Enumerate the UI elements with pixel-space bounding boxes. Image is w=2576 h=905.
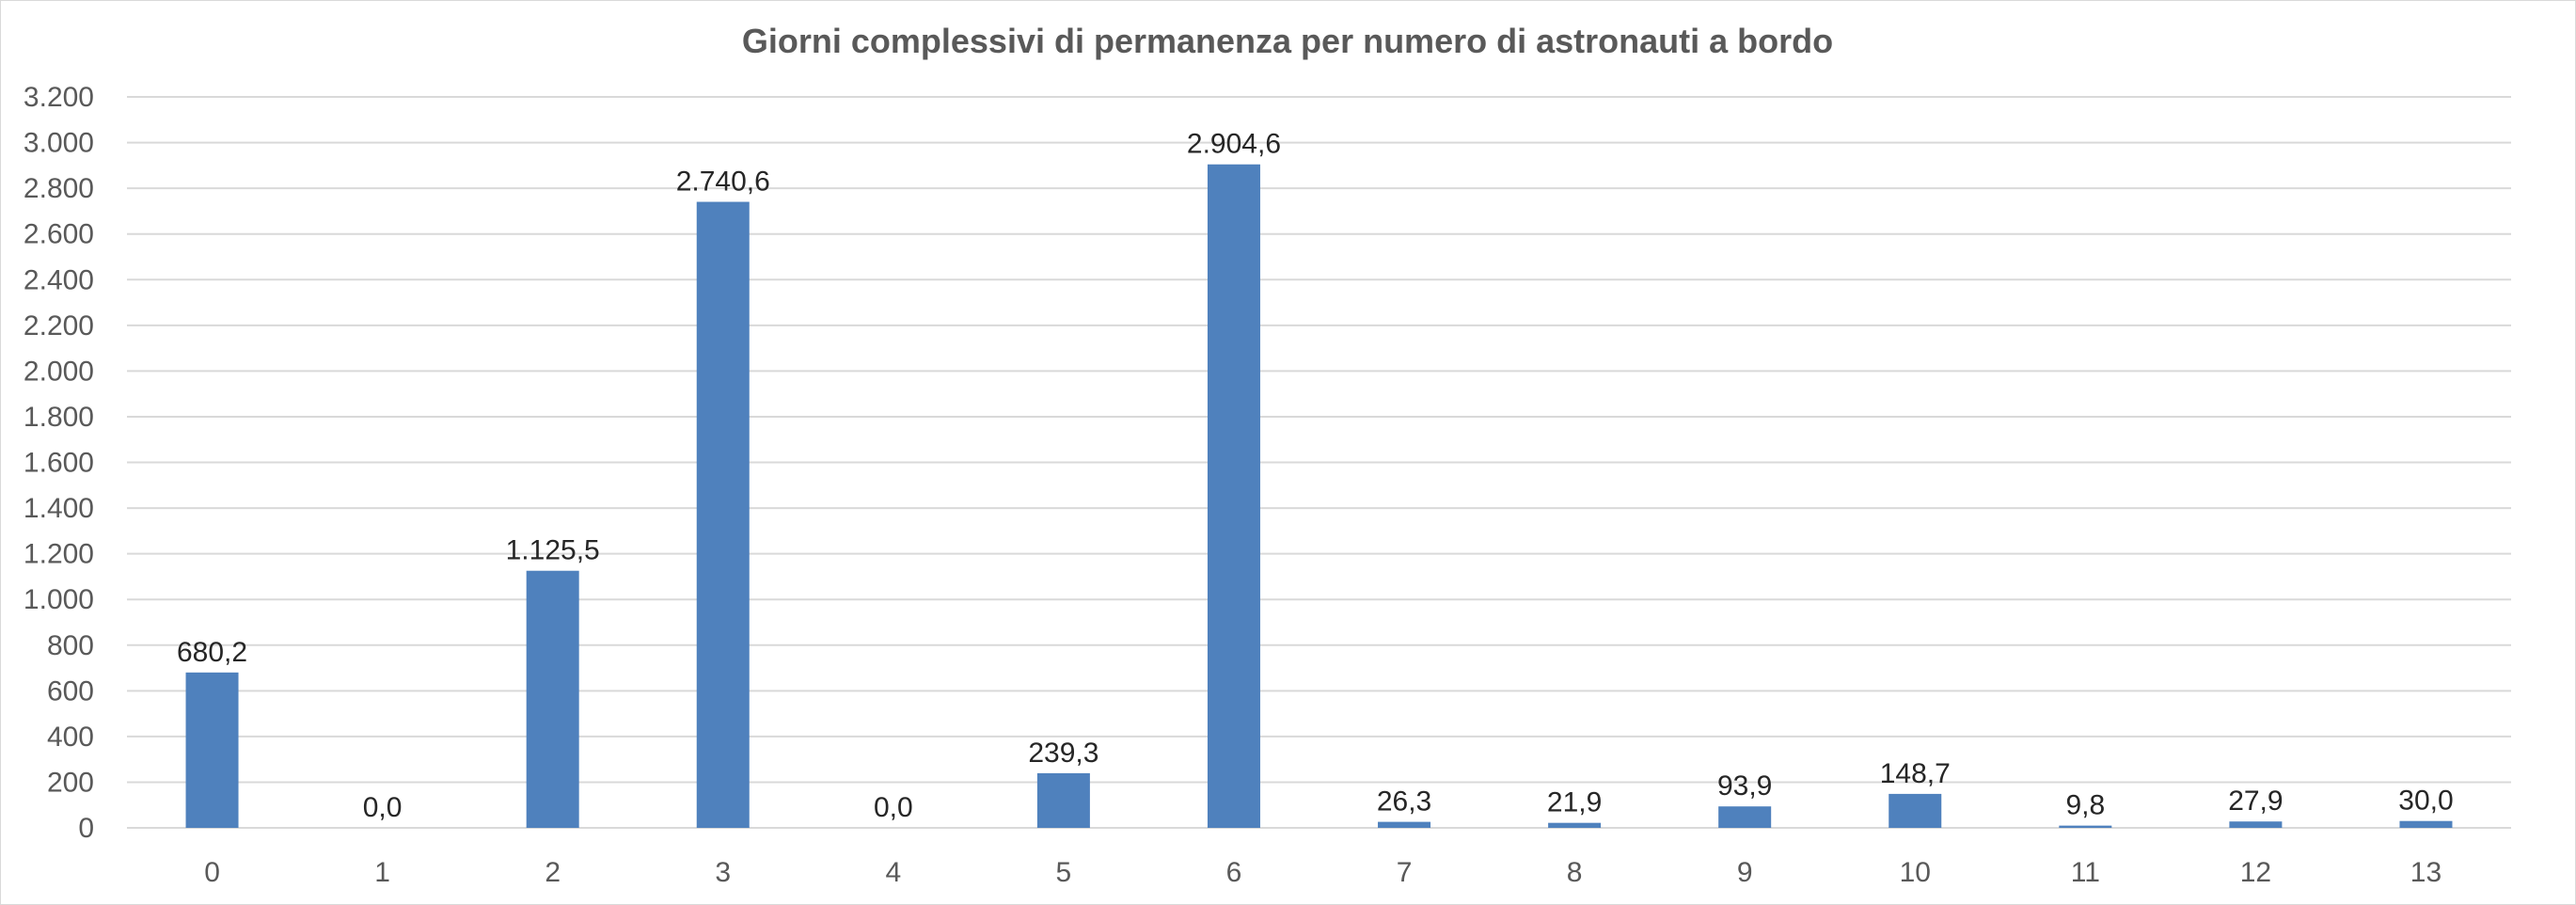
x-tick-label: 4 xyxy=(885,857,901,888)
x-tick-label: 13 xyxy=(2410,857,2442,888)
y-tick-label: 0 xyxy=(78,813,94,844)
data-label: 0,0 xyxy=(363,792,403,823)
data-label: 93,9 xyxy=(1717,770,1772,802)
y-tick-label: 2.000 xyxy=(24,356,94,387)
data-label: 30,0 xyxy=(2398,786,2453,817)
x-tick-label: 6 xyxy=(1226,857,1242,888)
y-tick-label: 1.600 xyxy=(24,448,94,479)
y-tick-label: 2.200 xyxy=(24,310,94,341)
y-tick-label: 2.800 xyxy=(24,173,94,204)
y-tick-label: 600 xyxy=(47,675,94,707)
x-tick-label: 10 xyxy=(1900,857,1931,888)
x-tick-label: 0 xyxy=(204,857,220,888)
y-tick-label: 1.400 xyxy=(24,493,94,524)
bar xyxy=(2059,825,2112,828)
x-tick-label: 9 xyxy=(1737,857,1753,888)
data-label: 27,9 xyxy=(2228,786,2283,817)
y-tick-label: 3.200 xyxy=(24,82,94,113)
bar xyxy=(1207,164,1260,828)
x-tick-label: 3 xyxy=(715,857,731,888)
gridlines xyxy=(127,96,2511,829)
x-tick-label: 11 xyxy=(2071,857,2100,888)
y-tick-label: 2.400 xyxy=(24,264,94,295)
data-labels: 680,2 0,0 1.125,5 2.740,6 0,0 239,3 2.904,6 26,… xyxy=(177,129,2454,823)
y-axis-tick-labels: 0 200 400 600 800 1.000 1.200 1.400 1.600 1.800 2.… xyxy=(24,82,94,844)
bar xyxy=(526,570,579,828)
y-tick-label: 2.600 xyxy=(24,219,94,250)
x-tick-label: 7 xyxy=(1397,857,1413,888)
bar xyxy=(1378,821,1431,828)
data-label: 26,3 xyxy=(1377,786,1431,818)
bar xyxy=(185,672,239,828)
data-label: 1.125,5 xyxy=(506,535,600,566)
y-tick-label: 800 xyxy=(47,630,94,661)
data-label: 680,2 xyxy=(177,637,247,668)
y-tick-label: 1.800 xyxy=(24,402,94,433)
data-label: 239,3 xyxy=(1028,738,1098,769)
y-tick-label: 3.000 xyxy=(24,128,94,159)
data-label: 0,0 xyxy=(874,792,913,823)
x-tick-label: 1 xyxy=(374,857,390,888)
bar xyxy=(2399,820,2453,828)
bar xyxy=(1718,806,1772,828)
x-tick-label: 5 xyxy=(1056,857,1072,888)
data-label: 2.740,6 xyxy=(676,167,770,198)
x-tick-label: 12 xyxy=(2240,857,2271,888)
y-tick-label: 200 xyxy=(47,767,94,798)
bar xyxy=(696,201,750,828)
bar xyxy=(1036,772,1090,828)
x-tick-label: 8 xyxy=(1567,857,1583,888)
bar xyxy=(1889,793,1942,828)
chart-title: Giorni complessivi di permanenza per num… xyxy=(742,22,1833,60)
data-label: 2.904,6 xyxy=(1187,129,1281,160)
x-axis-tick-labels: 0 1 2 3 4 5 6 7 8 9 10 11 12 13 xyxy=(204,857,2442,888)
data-label: 9,8 xyxy=(2065,790,2105,821)
y-tick-label: 1.200 xyxy=(24,539,94,570)
bar xyxy=(1548,822,1602,828)
data-label: 148,7 xyxy=(1880,758,1951,789)
data-label: 21,9 xyxy=(1547,787,1602,818)
bars xyxy=(185,164,2453,828)
bar xyxy=(2229,821,2283,828)
y-tick-label: 400 xyxy=(47,722,94,753)
y-tick-label: 1.000 xyxy=(24,584,94,615)
x-tick-label: 2 xyxy=(545,857,561,888)
